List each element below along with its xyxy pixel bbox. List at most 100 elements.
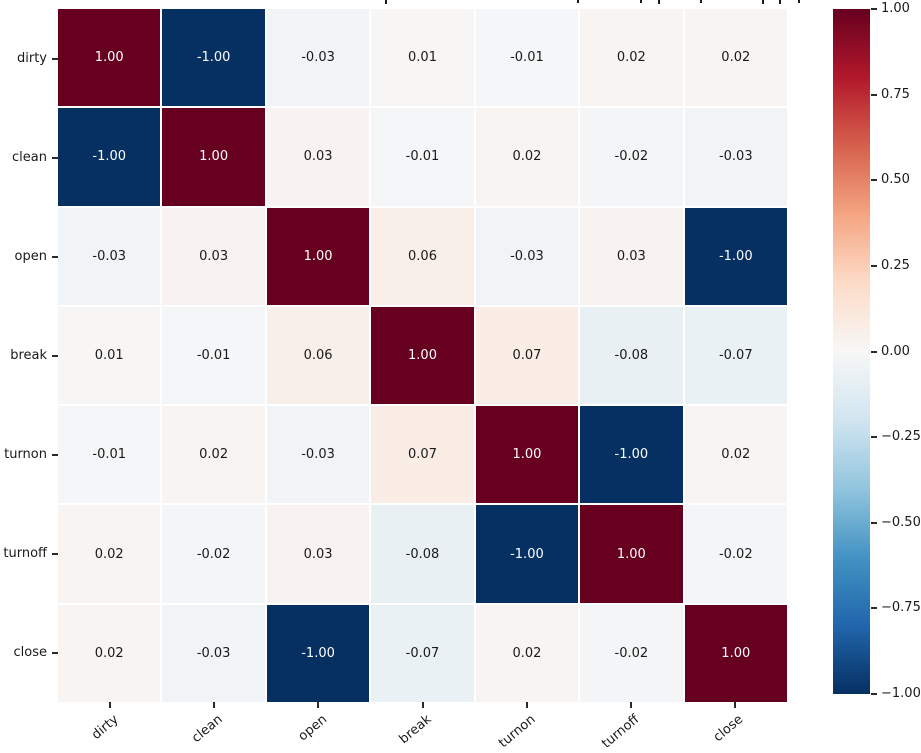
heatmap-cell-dirty-close: 0.02 [684, 9, 787, 107]
heatmap-cell-clean-turnoff: -0.02 [580, 108, 683, 206]
x-tick-label-open: open [295, 712, 331, 745]
y-tick-mark [52, 651, 58, 654]
colorbar-tick-label: 0.75 [881, 86, 910, 102]
heatmap-cell-clean-dirty: -1.00 [58, 108, 161, 206]
heatmap-cell-clean-break: -0.01 [371, 108, 474, 206]
heatmap-cell-clean-open: 0.03 [266, 108, 370, 206]
heatmap-cell-open-turnon: -0.03 [475, 207, 579, 305]
y-tick-label-clean: clean [12, 150, 47, 165]
heatmap-cell-turnoff-turnon: -1.00 [475, 505, 579, 603]
colorbar-tick-label: −0.25 [881, 429, 921, 445]
colorbar-tick-mark [871, 264, 877, 267]
heatmap-cell-close-close: 1.00 [684, 604, 787, 702]
colorbar-tick-label: −0.50 [881, 514, 921, 530]
clipped-title-descender [658, 0, 660, 4]
colorbar-tick-label: 1.00 [881, 1, 910, 16]
heatmap-cell-turnon-open: -0.03 [266, 406, 370, 504]
colorbar-tick-mark [871, 436, 877, 439]
heatmap-cell-break-break: 1.00 [371, 306, 474, 405]
heatmap-cell-close-open: -1.00 [266, 604, 370, 702]
heatmap-cell-clean-turnon: 0.02 [475, 108, 579, 206]
colorbar-tick-label: −1.00 [881, 686, 921, 701]
y-tick-mark [52, 552, 58, 555]
heatmap-cell-turnon-close: 0.02 [684, 406, 787, 504]
colorbar-tick-label: −0.75 [881, 600, 921, 616]
clipped-title-descender [779, 0, 781, 4]
heatmap-cell-turnoff-clean: -0.02 [162, 505, 265, 603]
heatmap-cell-break-turnoff: -0.08 [580, 306, 683, 405]
clipped-title-descender [577, 0, 579, 3]
heatmap-cell-dirty-clean: -1.00 [162, 9, 265, 107]
x-tick-mark [525, 702, 528, 708]
y-tick-mark [52, 57, 58, 60]
colorbar-tick-label: 0.25 [881, 257, 910, 273]
y-tick-mark [52, 156, 58, 159]
heatmap-grid: 1.00 -1.00 -0.03 0.01 -0.01 0.02 0.02 -1.00 1.00… [58, 9, 787, 702]
colorbar-tick-mark [871, 350, 877, 353]
colorbar-tick-mark [871, 8, 877, 10]
x-tick-label-turnon: turnon [495, 712, 539, 752]
colorbar [833, 9, 870, 694]
colorbar-tick-mark [871, 521, 877, 524]
colorbar-tick-mark [871, 93, 877, 96]
clipped-title-descender [700, 0, 702, 3]
heatmap-cell-dirty-dirty: 1.00 [58, 9, 161, 107]
heatmap-cell-dirty-turnon: -0.01 [475, 9, 579, 107]
heatmap-cell-turnon-turnoff: -1.00 [580, 406, 683, 504]
y-tick-label-dirty: dirty [17, 51, 47, 66]
heatmap-cell-clean-close: -0.03 [684, 108, 787, 206]
heatmap-cell-turnoff-close: -0.02 [684, 505, 787, 603]
x-tick-mark [733, 702, 736, 708]
y-tick-label-turnoff: turnoff [3, 546, 47, 561]
y-tick-label-close: close [13, 645, 47, 660]
heatmap-cell-turnoff-open: 0.03 [266, 505, 370, 603]
y-tick-mark [52, 255, 58, 258]
heatmap-cell-open-close: -1.00 [684, 207, 787, 305]
clipped-title-descender [762, 0, 764, 4]
x-tick-mark [629, 702, 632, 708]
heatmap-cell-open-break: 0.06 [371, 207, 474, 305]
colorbar-tick-label: 0.00 [881, 343, 910, 359]
y-tick-mark [52, 453, 58, 456]
y-tick-mark [52, 354, 58, 357]
heatmap-cell-turnon-turnon: 1.00 [475, 406, 579, 504]
heatmap-cell-clean-clean: 1.00 [162, 108, 265, 206]
heatmap-cell-break-turnon: 0.07 [475, 306, 579, 405]
y-tick-label-open: open [14, 249, 47, 264]
heatmap-cell-dirty-break: 0.01 [371, 9, 474, 107]
heatmap-cell-dirty-turnoff: 0.02 [580, 9, 683, 107]
heatmap-cell-open-open: 1.00 [266, 207, 370, 305]
x-tick-mark [317, 702, 320, 708]
colorbar-tick-mark [871, 607, 877, 610]
heatmap-cell-close-clean: -0.03 [162, 604, 265, 702]
heatmap-cell-close-turnoff: -0.02 [580, 604, 683, 702]
heatmap-cell-turnoff-break: -0.08 [371, 505, 474, 603]
heatmap-cell-turnon-clean: 0.02 [162, 406, 265, 504]
clipped-title-descender [798, 0, 800, 3]
heatmap-cell-open-turnoff: 0.03 [580, 207, 683, 305]
colorbar-tick-mark [871, 693, 877, 695]
colorbar-tick-mark [871, 179, 877, 182]
x-tick-label-turnoff: turnoff [599, 712, 643, 752]
x-tick-label-clean: clean [189, 712, 226, 746]
x-tick-label-dirty: dirty [89, 712, 122, 743]
x-tick-mark [421, 702, 424, 708]
heatmap-cell-turnon-break: 0.07 [371, 406, 474, 504]
heatmap-cell-close-dirty: 0.02 [58, 604, 161, 702]
heatmap-cell-break-clean: -0.01 [162, 306, 265, 405]
heatmap-cell-open-clean: 0.03 [162, 207, 265, 305]
y-tick-label-break: break [10, 348, 47, 363]
heatmap-cell-turnoff-turnoff: 1.00 [580, 505, 683, 603]
heatmap-cell-break-close: -0.07 [684, 306, 787, 405]
heatmap-cell-break-dirty: 0.01 [58, 306, 161, 405]
heatmap-cell-break-open: 0.06 [266, 306, 370, 405]
heatmap-cell-open-dirty: -0.03 [58, 207, 161, 305]
x-tick-mark [109, 702, 112, 708]
clipped-title-descender [385, 0, 387, 4]
heatmap-cell-dirty-open: -0.03 [266, 9, 370, 107]
x-tick-label-break: break [396, 712, 435, 748]
heatmap-cell-close-turnon: 0.02 [475, 604, 579, 702]
colorbar-tick-label: 0.50 [881, 172, 910, 188]
x-tick-mark [213, 702, 216, 708]
